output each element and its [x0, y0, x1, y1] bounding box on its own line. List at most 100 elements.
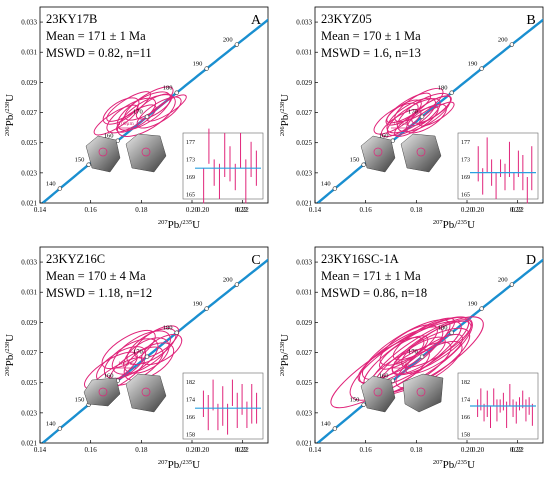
- error-ellipse: [379, 335, 429, 370]
- inset-y-tick-label: 169: [461, 175, 470, 181]
- age-label: 200: [498, 277, 508, 284]
- age-label: 200: [223, 37, 233, 44]
- age-marker: [332, 186, 338, 191]
- age-marker: [57, 186, 63, 191]
- panel-letter: D: [526, 253, 536, 268]
- inset-y-tick-label: 165: [461, 193, 470, 199]
- inset-x-tick-label: 0.20: [472, 446, 485, 454]
- age-label: 140: [321, 181, 331, 188]
- x-axis-label: 207Pb/235U: [158, 219, 200, 231]
- error-ellipse: [117, 94, 176, 137]
- panel-letter: A: [251, 13, 262, 28]
- inset-x-tick-label: 0.22: [235, 206, 248, 214]
- x-tick-label: 0.18: [410, 446, 423, 454]
- age-marker: [234, 42, 240, 47]
- error-ellipse: [418, 101, 455, 127]
- zircon-grain: [402, 373, 444, 413]
- inset-y-tick-label: 177: [186, 140, 195, 146]
- error-ellipse: [406, 103, 447, 134]
- y-tick-label: 0.023: [296, 169, 312, 177]
- weighted-mean-inset: 177 173 169 165 0.20 0.22: [182, 128, 264, 214]
- analysis-spot: [416, 147, 426, 157]
- error-ellipse: [373, 102, 419, 135]
- age-marker: [419, 114, 425, 119]
- analysis-spot: [416, 387, 426, 397]
- y-tick-label: 0.031: [296, 289, 312, 297]
- inset-x-tick-label: 0.20: [197, 446, 210, 454]
- error-ellipse: [123, 342, 175, 381]
- age-label: 160: [104, 373, 114, 380]
- x-tick-label: 0.14: [34, 446, 47, 454]
- y-tick-label: 0.027: [21, 109, 37, 117]
- inset-y-tick-label: 182: [186, 380, 195, 386]
- analysis-spot: [373, 387, 383, 397]
- error-ellipse: [106, 91, 152, 122]
- inset-y-tick-label: 158: [186, 433, 195, 439]
- inset-y-tick-label: 174: [461, 397, 470, 403]
- age-label: 190: [193, 61, 203, 68]
- age-label: 150: [350, 157, 360, 164]
- sample-name: 23KYZ16C: [46, 252, 105, 266]
- zircon-cl-images: 100μm: [85, 121, 167, 173]
- scale-bar-label: 100μm: [393, 361, 409, 367]
- analysis-spot: [373, 147, 383, 157]
- age-marker: [144, 354, 150, 359]
- y-tick-label: 0.029: [21, 79, 37, 87]
- age-label: 180: [163, 325, 173, 332]
- inset-y-tick-label: 165: [186, 193, 195, 199]
- x-tick-label: 0.16: [360, 206, 373, 214]
- x-tick-label: 0.22: [237, 446, 250, 454]
- x-tick-label: 0.18: [135, 206, 148, 214]
- age-marker: [204, 66, 209, 71]
- age-label: 140: [321, 421, 331, 428]
- age-label: 180: [438, 85, 448, 92]
- age-marker: [449, 90, 454, 95]
- age-marker: [57, 426, 63, 431]
- zircon-grain: [360, 375, 396, 413]
- analysis-spot: [141, 147, 151, 157]
- age-label: 160: [104, 133, 114, 140]
- y-tick-label: 0.031: [296, 49, 312, 57]
- y-tick-label: 0.033: [296, 259, 312, 267]
- error-ellipse: [140, 333, 183, 366]
- y-tick-label: 0.031: [21, 289, 37, 297]
- x-axis-label: 207Pb/235U: [158, 459, 200, 471]
- x-tick-label: 0.20: [461, 446, 474, 454]
- age-label: 140: [46, 421, 56, 428]
- y-tick-label: 0.033: [296, 19, 312, 27]
- inset-y-tick-label: 169: [186, 175, 195, 181]
- error-ellipse: [386, 98, 441, 136]
- age-label: 150: [75, 157, 85, 164]
- sample-name: 23KY17B: [46, 12, 97, 26]
- x-tick-label: 0.20: [461, 206, 474, 214]
- x-tick-label: 0.22: [237, 206, 250, 214]
- x-tick-label: 0.14: [309, 206, 322, 214]
- error-ellipse: [361, 319, 451, 380]
- mswd-text: MSWD = 1.18, n=12: [46, 286, 152, 300]
- x-tick-label: 0.14: [34, 206, 47, 214]
- x-tick-label: 0.16: [85, 446, 98, 454]
- age-label: 200: [498, 37, 508, 44]
- error-ellipse: [401, 319, 473, 368]
- x-tick-label: 0.18: [410, 206, 423, 214]
- y-tick-label: 0.033: [21, 259, 37, 267]
- age-label: 170: [133, 349, 143, 356]
- zircon-grain: [125, 373, 167, 413]
- y-tick-label: 0.021: [296, 200, 312, 208]
- weighted-mean-inset: 182 174 166 158 0.20 0.22: [457, 372, 539, 454]
- age-label: 160: [379, 373, 389, 380]
- x-tick-label: 0.22: [512, 446, 525, 454]
- inset-y-tick-label: 177: [461, 140, 470, 146]
- zircon-cl-images: 100μm: [360, 361, 444, 413]
- y-tick-label: 0.023: [21, 169, 37, 177]
- y-tick-label: 0.033: [21, 19, 37, 27]
- age-label: 170: [408, 109, 418, 116]
- zircon-cl-images: 100μm: [360, 121, 442, 173]
- y-axis-label: 206Pb/238U: [4, 94, 16, 136]
- y-axis-label: 206Pb/238U: [279, 94, 291, 136]
- inset-y-tick-label: 182: [461, 380, 470, 386]
- zircon-grain: [400, 133, 442, 173]
